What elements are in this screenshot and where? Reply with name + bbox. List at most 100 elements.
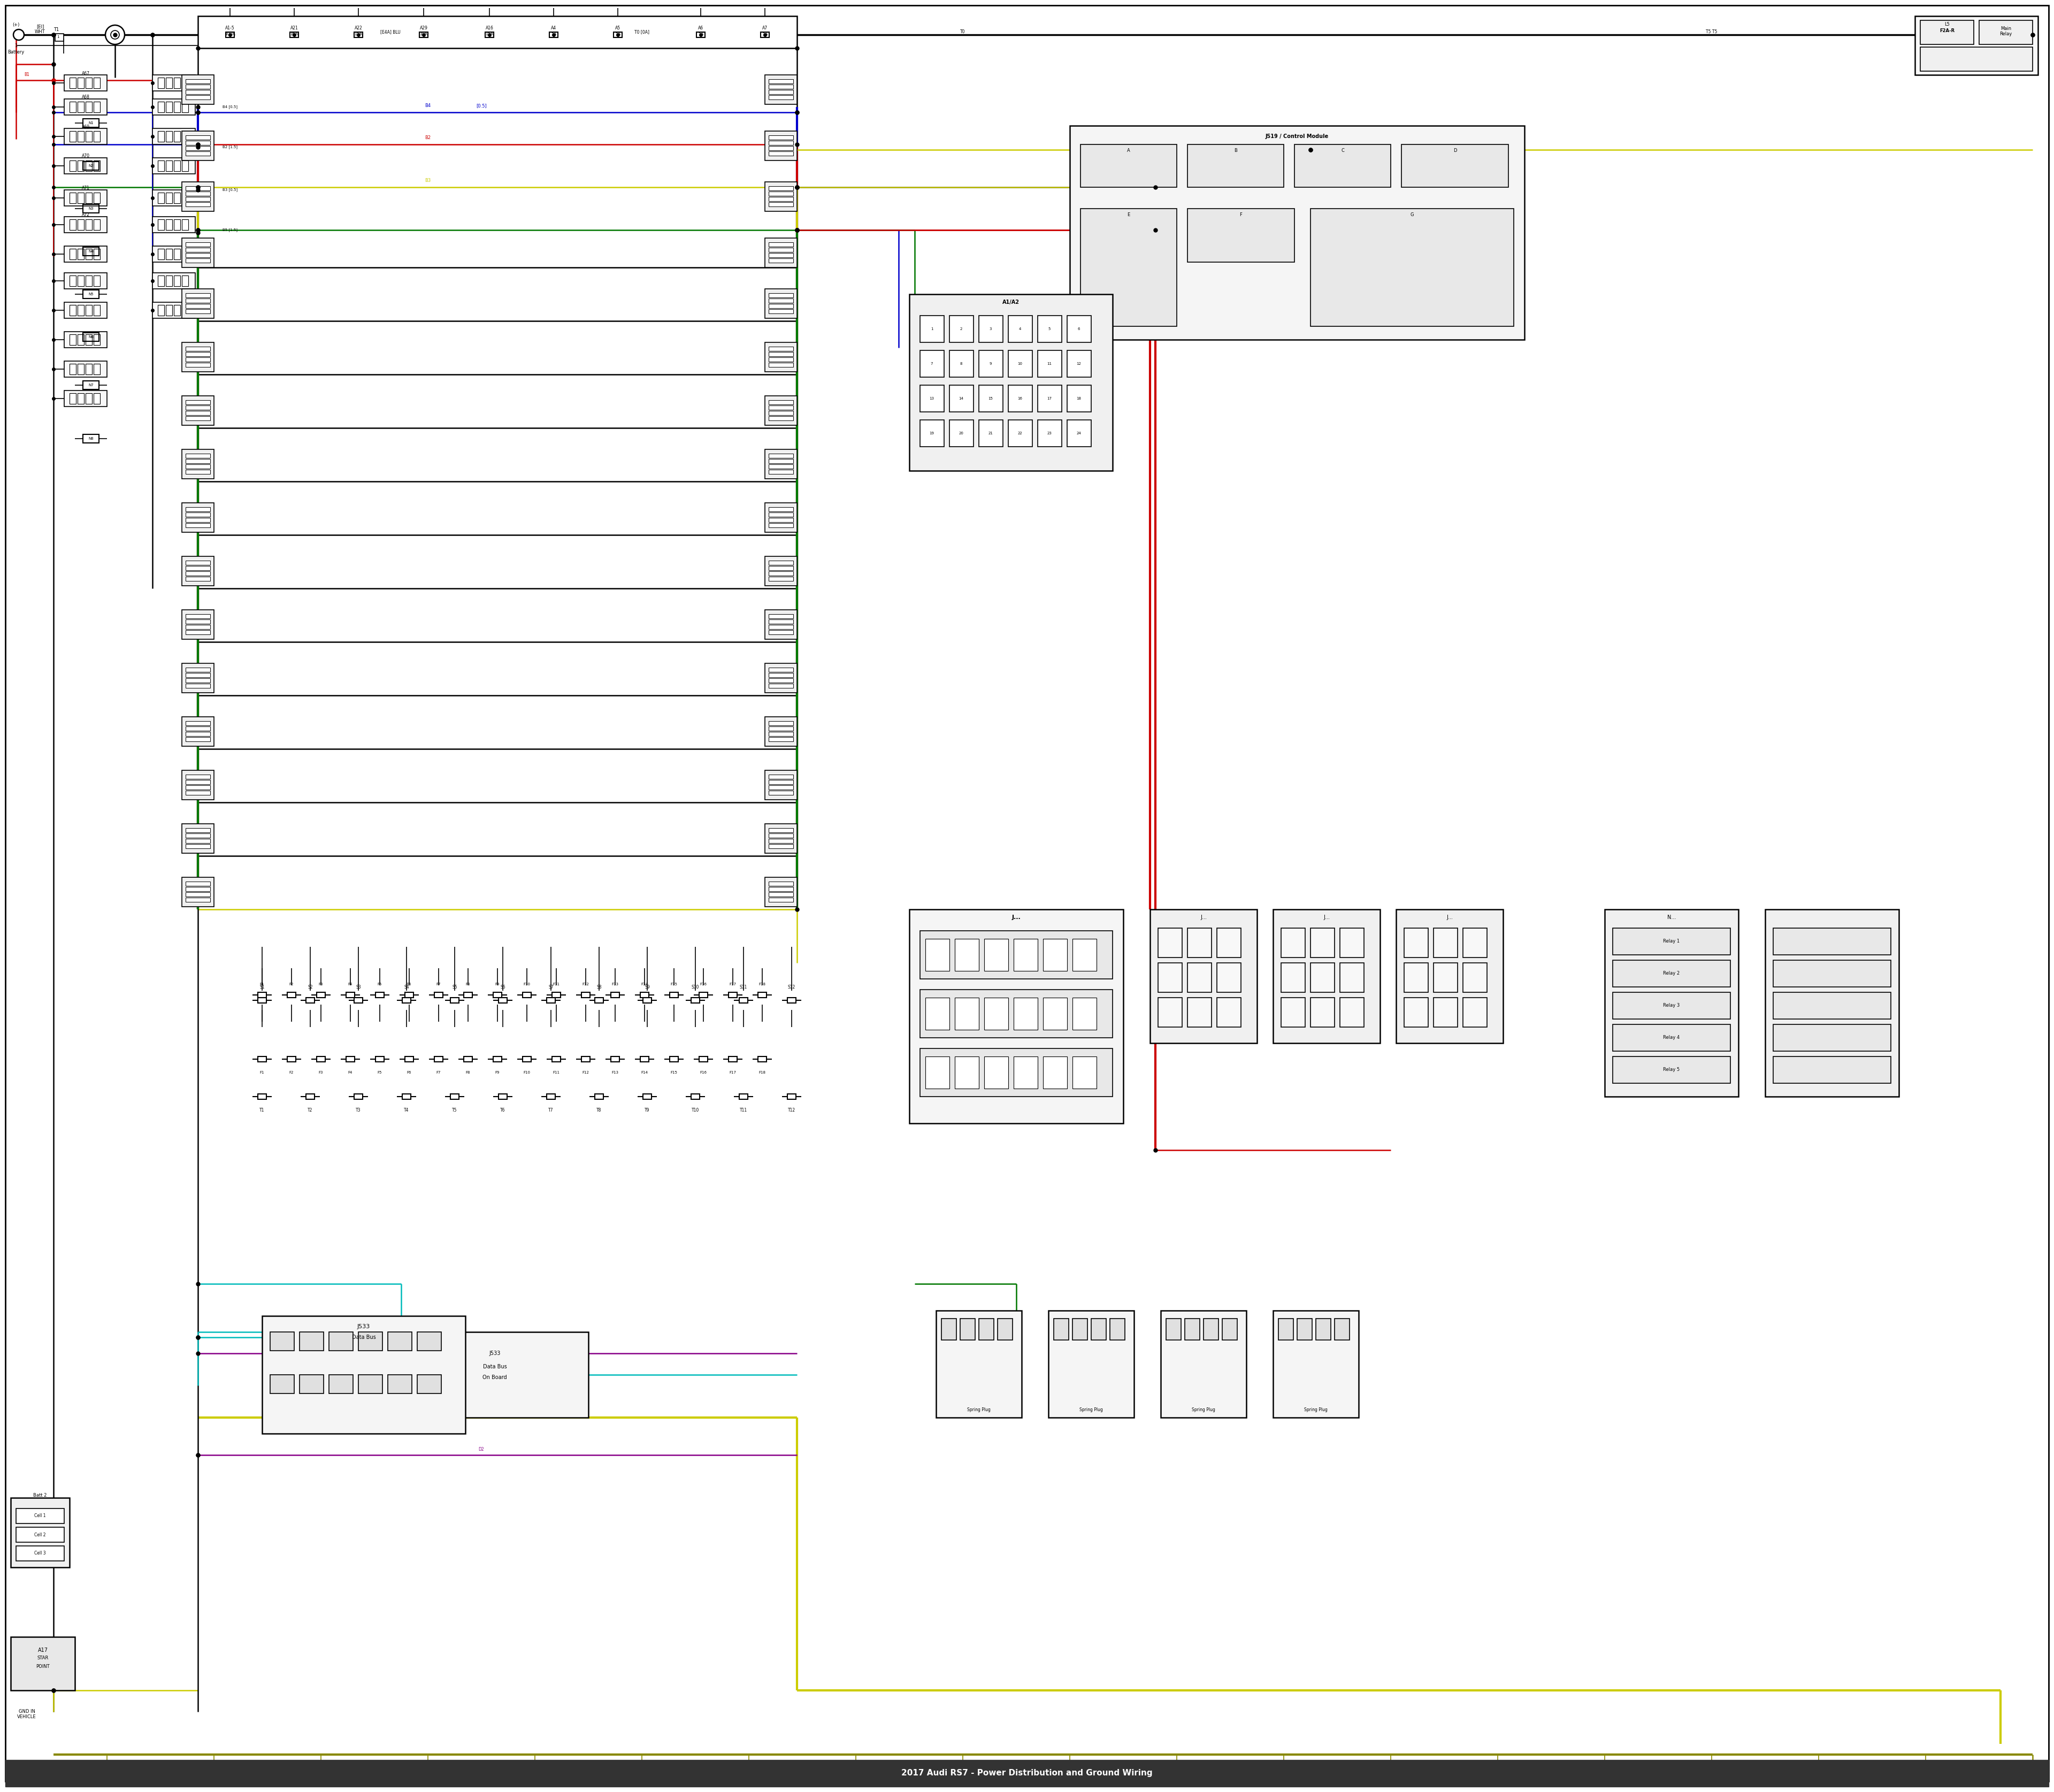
Text: S7: S7 [548, 984, 553, 989]
Bar [1037, 419, 1062, 446]
Bar [166, 249, 173, 260]
Bar [86, 219, 92, 229]
Bar [185, 518, 210, 521]
Bar [158, 102, 164, 113]
Bar [641, 993, 649, 998]
Bar [183, 238, 214, 267]
Text: F17: F17 [729, 982, 735, 986]
Bar [86, 249, 92, 260]
Text: F10: F10 [524, 982, 530, 986]
Bar [1013, 998, 1037, 1030]
Bar [185, 258, 210, 263]
Text: A1-5
100A: A1-5 100A [224, 25, 236, 36]
Bar [70, 364, 76, 375]
Bar [433, 1057, 444, 1063]
Bar [548, 32, 559, 38]
Text: WHT: WHT [35, 30, 45, 34]
Bar [288, 1057, 296, 1063]
Bar [1612, 961, 1729, 987]
Bar [70, 77, 76, 88]
Text: POINT: POINT [35, 1665, 49, 1668]
Bar [185, 507, 210, 511]
Bar [926, 1057, 949, 1088]
Text: E: E [1128, 213, 1130, 217]
Bar [1612, 993, 1729, 1020]
Text: Spring Plug: Spring Plug [1304, 1407, 1327, 1412]
Bar [1158, 962, 1183, 993]
Bar [1013, 1057, 1037, 1088]
Bar [1397, 909, 1504, 1043]
Bar [185, 346, 210, 351]
Bar [464, 993, 472, 998]
Bar [920, 385, 945, 412]
Bar [158, 77, 164, 88]
Bar [768, 410, 793, 416]
Bar [175, 219, 181, 229]
Bar [768, 561, 793, 564]
Text: Spring Plug: Spring Plug [1191, 1407, 1216, 1412]
Bar [980, 1319, 994, 1340]
Bar [94, 161, 101, 172]
Text: N6: N6 [88, 335, 94, 339]
Bar [185, 84, 210, 90]
Text: N5: N5 [88, 292, 94, 296]
Bar [1339, 928, 1364, 957]
Bar [70, 192, 76, 202]
Text: Cell 2: Cell 2 [35, 1532, 45, 1538]
Bar [739, 1093, 748, 1098]
Bar [86, 335, 92, 346]
Text: A72: A72 [82, 213, 90, 217]
Bar [499, 1093, 507, 1098]
Bar [768, 898, 793, 901]
Text: F17: F17 [729, 1072, 735, 1073]
Bar [1185, 1319, 1200, 1340]
Bar [175, 131, 181, 142]
Bar [955, 1057, 980, 1088]
Bar [937, 1310, 1021, 1417]
Text: F7: F7 [435, 982, 442, 986]
Text: F8: F8 [466, 982, 470, 986]
Text: N7: N7 [88, 383, 94, 387]
Bar [64, 99, 107, 115]
Bar [764, 289, 797, 319]
Text: A1/A2: A1/A2 [1002, 299, 1019, 305]
Bar [183, 609, 214, 640]
Bar [158, 192, 164, 202]
Text: 22: 22 [1017, 432, 1023, 435]
Bar [1310, 928, 1335, 957]
Bar [1310, 962, 1335, 993]
Bar [16, 1509, 64, 1523]
Bar [768, 523, 793, 527]
Bar [768, 726, 793, 731]
Text: T0: T0 [961, 30, 965, 34]
Text: J533: J533 [357, 1324, 370, 1330]
Bar [158, 305, 164, 315]
Bar [768, 892, 793, 896]
Bar [1161, 1310, 1247, 1417]
Bar [596, 998, 604, 1004]
Bar [522, 993, 532, 998]
Text: T1: T1 [53, 27, 60, 32]
Bar [183, 192, 189, 202]
Bar [698, 1057, 709, 1063]
Text: T12: T12 [789, 1107, 795, 1113]
Bar [86, 131, 92, 142]
Bar [787, 1093, 797, 1098]
Bar [166, 192, 173, 202]
Text: 13: 13 [928, 396, 935, 400]
Bar [768, 668, 793, 672]
Bar [493, 993, 501, 998]
Text: F16: F16 [700, 1072, 707, 1073]
Text: F18: F18 [758, 982, 766, 986]
Bar [152, 303, 195, 319]
Text: Relay 1: Relay 1 [1664, 939, 1680, 944]
Text: F5: F5 [378, 982, 382, 986]
Bar [764, 717, 797, 745]
Bar [183, 305, 189, 315]
Bar [64, 158, 107, 174]
Text: 5: 5 [1048, 328, 1052, 330]
Bar [78, 77, 84, 88]
Bar [768, 785, 793, 790]
Bar [152, 190, 195, 206]
Text: F5: F5 [378, 1072, 382, 1073]
